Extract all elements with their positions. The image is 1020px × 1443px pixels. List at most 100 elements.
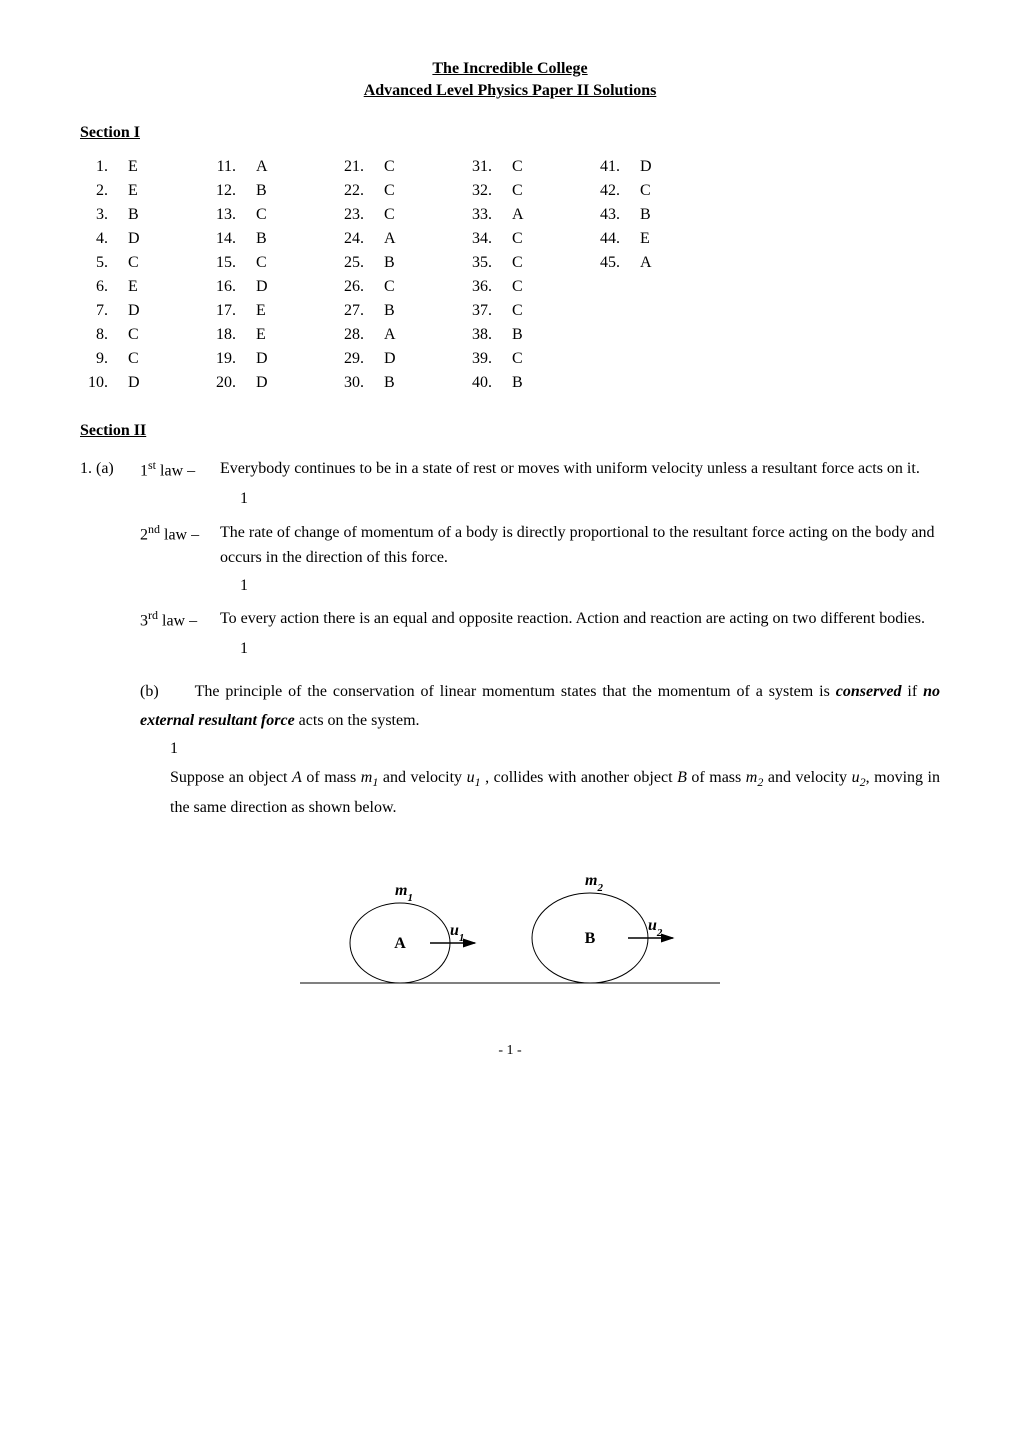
- mc-answer: B: [384, 254, 404, 272]
- mc-number: 37.: [464, 302, 492, 320]
- mc-answer: D: [128, 374, 148, 392]
- mc-number: 22.: [336, 182, 364, 200]
- mc-number: 25.: [336, 254, 364, 272]
- mc-answer: C: [384, 278, 404, 296]
- mc-row: 29.D: [336, 350, 404, 368]
- section2-heading: Section II: [80, 422, 940, 440]
- mc-answer: D: [256, 350, 276, 368]
- svg-text:m1: m1: [395, 882, 413, 904]
- mc-answer: A: [384, 326, 404, 344]
- mc-row: 9. C: [80, 350, 148, 368]
- mc-answer: D: [384, 350, 404, 368]
- svg-text:u2: u2: [648, 917, 663, 939]
- q1b-p2b: of mass: [302, 769, 361, 786]
- q1b-p2f: and velocity: [763, 769, 851, 786]
- mc-row: 45.A: [592, 254, 660, 272]
- q1b-u2: u2: [852, 769, 866, 786]
- collision-diagram: Am1u1Bm2u2: [300, 843, 720, 1003]
- mc-row: 43. B: [592, 206, 660, 224]
- mc-row: 24. A: [336, 230, 404, 248]
- mc-number: 16.: [208, 278, 236, 296]
- q1b-u1: u1: [467, 769, 481, 786]
- mc-number: 17.: [208, 302, 236, 320]
- mc-answer: E: [256, 326, 276, 344]
- mc-number: 42.: [592, 182, 620, 200]
- mc-number: 24.: [336, 230, 364, 248]
- mc-row: 13. C: [208, 206, 276, 224]
- mc-answer: B: [384, 374, 404, 392]
- q1b-mark1: 1: [170, 735, 940, 764]
- mc-number: 13.: [208, 206, 236, 224]
- mc-answer: C: [512, 350, 532, 368]
- mc-number: 11.: [208, 158, 236, 176]
- mc-row: 21.C: [336, 158, 404, 176]
- mc-row: 14.B: [208, 230, 276, 248]
- question-1b: (b) The principle of the conservation of…: [140, 678, 940, 823]
- mc-number: 10.: [80, 374, 108, 392]
- mc-answer: C: [128, 350, 148, 368]
- mc-answer: C: [640, 182, 660, 200]
- page-footer: - 1 -: [80, 1043, 940, 1059]
- mc-answer: C: [128, 254, 148, 272]
- mc-answer: C: [512, 302, 532, 320]
- mc-row: 1.E: [80, 158, 148, 176]
- mc-row: 44.E: [592, 230, 660, 248]
- mark: 1: [240, 573, 940, 599]
- mc-number: 41.: [592, 158, 620, 176]
- mc-row: 30.B: [336, 374, 404, 392]
- mc-answer: B: [640, 206, 660, 224]
- law-text: The rate of change of momentum of a body…: [220, 520, 940, 571]
- q1b-p2c: and velocity: [378, 769, 466, 786]
- law-row: 2nd law –The rate of change of momentum …: [80, 520, 940, 571]
- q1b-m1: m1: [361, 769, 379, 786]
- mc-number: 34.: [464, 230, 492, 248]
- mc-answer: E: [256, 302, 276, 320]
- law-label: 1st law –: [140, 456, 220, 484]
- mc-row: 22.C: [336, 182, 404, 200]
- mc-answer: B: [256, 182, 276, 200]
- mc-row: 35.C: [464, 254, 532, 272]
- q1b-p2a: Suppose an object: [170, 769, 292, 786]
- mc-row: 15.C: [208, 254, 276, 272]
- mc-number: 31.: [464, 158, 492, 176]
- mc-number: 43.: [592, 206, 620, 224]
- mc-answer: C: [512, 182, 532, 200]
- mc-number: 20.: [208, 374, 236, 392]
- mc-row: 37. C: [464, 302, 532, 320]
- mc-row: 20.D: [208, 374, 276, 392]
- mc-number: 39.: [464, 350, 492, 368]
- mc-row: 8.C: [80, 326, 148, 344]
- q-prefix: 1. (a): [80, 456, 140, 484]
- mc-answer: C: [256, 206, 276, 224]
- mc-answer: C: [512, 158, 532, 176]
- mc-number: 18.: [208, 326, 236, 344]
- mark: 1: [240, 636, 940, 662]
- mc-row: 33.A: [464, 206, 532, 224]
- mc-row: 17. E: [208, 302, 276, 320]
- mc-row: 11.A: [208, 158, 276, 176]
- law-row: 3rd law –To every action there is an equ…: [80, 606, 940, 634]
- mc-number: 9.: [80, 350, 108, 368]
- mc-column: 31.C32.C33.A34.C35.C36.C37.C38.B39.C40.B: [464, 158, 532, 392]
- svg-text:A: A: [394, 935, 406, 952]
- q1b-objB: B: [677, 769, 687, 786]
- question-1a: 1. (a)1st law –Everybody continues to be…: [80, 456, 940, 662]
- mc-number: 19.: [208, 350, 236, 368]
- mc-number: 2.: [80, 182, 108, 200]
- mc-row: 25. B: [336, 254, 404, 272]
- mc-answer: A: [384, 230, 404, 248]
- mc-row: 42. C: [592, 182, 660, 200]
- mc-answer: C: [512, 230, 532, 248]
- mc-row: 7.D: [80, 302, 148, 320]
- mark: 1: [240, 486, 940, 512]
- mc-row: 26.C: [336, 278, 404, 296]
- mc-answer: A: [512, 206, 532, 224]
- mc-answer: E: [128, 182, 148, 200]
- law-label: 3rd law –: [140, 606, 220, 634]
- mc-row: 41. D: [592, 158, 660, 176]
- mc-answer: D: [640, 158, 660, 176]
- mc-number: 38.: [464, 326, 492, 344]
- q1b-p2e: of mass: [687, 769, 746, 786]
- mc-number: 40.: [464, 374, 492, 392]
- mc-answer: C: [256, 254, 276, 272]
